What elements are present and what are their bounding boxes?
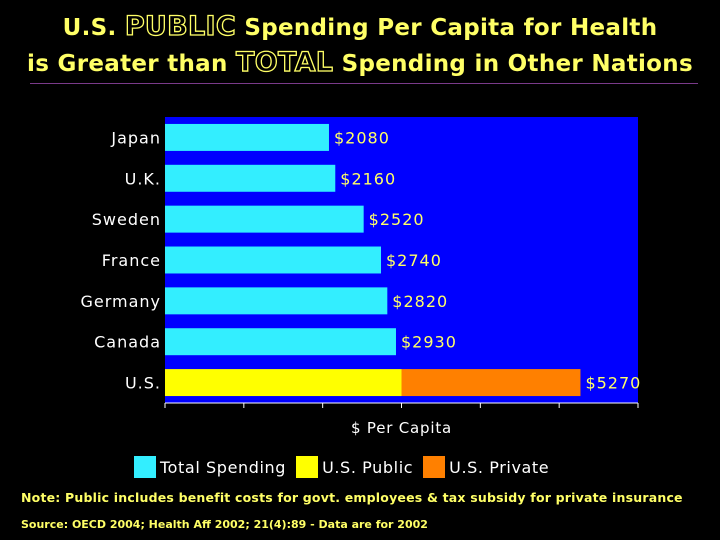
source-citation: Source: OECD 2004; Health Aff 2002; 21(4…: [21, 518, 428, 531]
legend-item-total: Total Spending: [134, 456, 286, 478]
category-label-france: France: [102, 251, 161, 270]
title-line-1: U.S. PUBLIC Spending Per Capita for Heal…: [0, 10, 720, 42]
title-emphasis-public: PUBLIC: [124, 10, 237, 42]
bar-canada-total-spending: [165, 328, 396, 356]
value-label-canada: $2930: [401, 333, 457, 352]
bar-u-k-total-spending: [165, 164, 336, 192]
legend-label-total: Total Spending: [160, 457, 287, 477]
legend-label-us-public: U.S. Public: [322, 457, 414, 477]
category-label-u-s: U.S.: [125, 374, 161, 393]
footnote: Note: Public includes benefit costs for …: [21, 490, 683, 505]
value-label-u-k: $2160: [340, 169, 396, 188]
value-label-france: $2740: [386, 251, 442, 270]
title-line-2: is Greater than TOTAL Spending in Other …: [0, 46, 720, 78]
legend-item-us-public: U.S. Public: [296, 456, 413, 478]
legend-swatch-us-public: [296, 456, 319, 478]
value-label-germany: $2820: [392, 292, 448, 311]
legend-label-us-private: U.S. Private: [449, 457, 550, 477]
title-line-2-suffix: Spending in Other Nations: [341, 51, 693, 77]
bar-chart: Japan $2080 U.K. $2160 Sweden $2520 France $274…: [80, 117, 641, 408]
category-label-japan: Japan: [110, 128, 161, 147]
title-emphasis-total: TOTAL: [235, 46, 334, 78]
bar-france-total-spending: [165, 246, 382, 274]
title-line-2-prefix: is Greater than: [27, 51, 228, 77]
bar-germany-total-spending: [165, 287, 388, 315]
legend-swatch-total: [134, 456, 156, 478]
title-line-1-prefix: U.S.: [62, 15, 117, 41]
value-label-sweden: $2520: [369, 210, 425, 229]
title-divider: [30, 83, 698, 84]
legend-swatch-us-private: [423, 456, 446, 478]
value-label-japan: $2080: [334, 128, 390, 147]
category-label-sweden: Sweden: [92, 210, 161, 229]
category-label-canada: Canada: [94, 333, 161, 352]
value-label-u-s: $5270: [585, 374, 641, 393]
bar-sweden-total-spending: [165, 205, 364, 233]
x-axis-label: $ Per Capita: [350, 419, 452, 437]
bar-u-s-u-s-public: [165, 369, 402, 397]
bar-u-s-u-s-private: [401, 369, 581, 397]
legend-item-us-private: U.S. Private: [423, 456, 549, 478]
title-line-1-suffix: Spending Per Capita for Health: [244, 15, 658, 41]
category-label-germany: Germany: [80, 292, 161, 311]
legend: Total Spending U.S. Public U.S. Private: [134, 456, 559, 478]
category-label-u-k: U.K.: [125, 169, 161, 188]
bar-japan-total-spending: [165, 123, 329, 151]
